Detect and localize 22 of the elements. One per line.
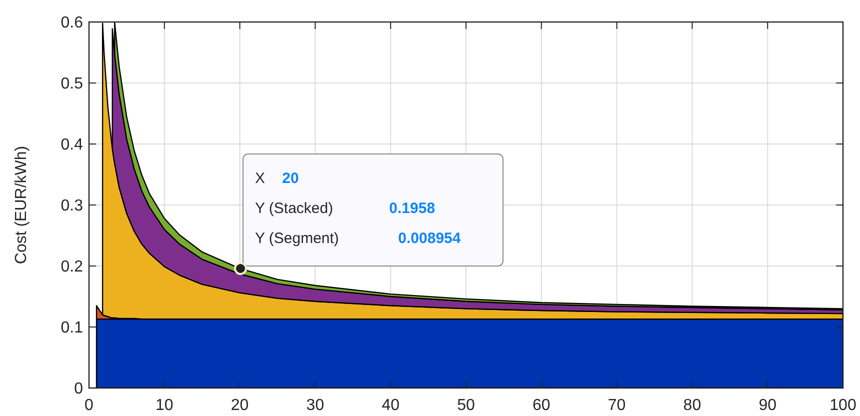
x-tick-label: 20: [230, 397, 249, 414]
x-tick-label: 70: [608, 397, 626, 414]
y-tick-label: 0.4: [60, 136, 84, 154]
x-tick-label: 90: [758, 397, 777, 414]
y-tick-label: 0: [74, 380, 84, 398]
text: Y (Stacked) 0.1958: [255, 200, 436, 217]
y-tick-label: 0.1: [60, 320, 84, 337]
x-tick-label: 60: [532, 397, 550, 414]
y-tick-label: 0.2: [60, 258, 84, 276]
y-tick-label: 0.3: [60, 198, 84, 215]
x-tick-label: 40: [382, 397, 400, 414]
y-tick-label: 0.5: [60, 76, 84, 93]
x-tick-label: 0: [84, 397, 94, 414]
y-tick-label: 0.6: [60, 14, 84, 32]
x-tick-label: 80: [683, 397, 702, 414]
text: Y (Segment) 0.008954: [255, 230, 461, 247]
x-tick-label: 30: [306, 397, 324, 414]
x-tick-label: 10: [156, 397, 174, 414]
x-tick-label: 100: [830, 397, 856, 414]
annotation: X 20: [255, 170, 299, 187]
x-tick-label: 50: [457, 397, 475, 414]
y-axis-title: Cost (EUR/kWh): [13, 146, 30, 264]
